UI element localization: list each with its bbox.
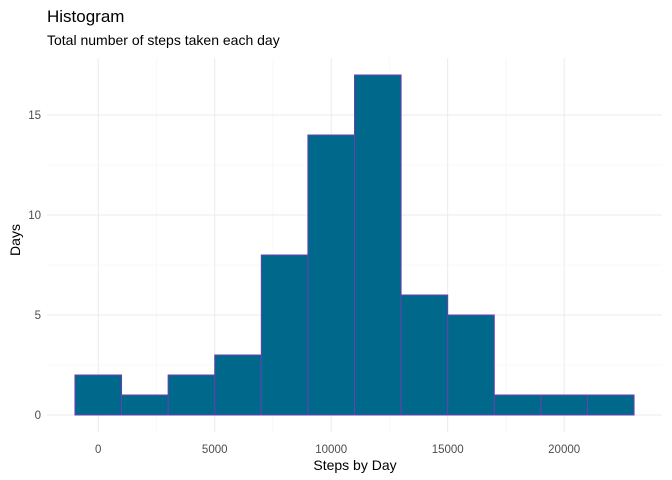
x-tick-label: 20000 [548, 444, 580, 456]
y-tick-label: 10 [28, 210, 41, 222]
x-tick-label: 15000 [432, 444, 464, 456]
histogram-bar [260, 254, 309, 416]
histogram-bar [214, 354, 262, 416]
histogram-bar [121, 394, 169, 416]
x-tick-label: 0 [95, 444, 101, 456]
histogram-bar [167, 374, 216, 416]
histogram-bars [74, 74, 635, 416]
x-tick-label: 10000 [315, 444, 347, 456]
histogram-bar [400, 294, 449, 416]
x-tick-label: 5000 [202, 444, 228, 456]
y-tick-label: 5 [35, 310, 41, 322]
chart-title: Histogram [47, 7, 124, 26]
histogram-bar [354, 74, 402, 416]
y-axis-label: Days [7, 224, 23, 256]
histogram-bar [74, 374, 123, 416]
histogram-bar [586, 394, 635, 416]
x-axis-ticks: 0 5000 10000 15000 20000 [95, 444, 580, 456]
y-tick-label: 0 [35, 410, 41, 422]
x-axis-label: Steps by Day [313, 457, 396, 473]
histogram-bar [307, 134, 355, 416]
histogram-bar [447, 314, 495, 416]
histogram-bar [540, 394, 588, 416]
chart-subtitle: Total number of steps taken each day [47, 32, 280, 48]
y-tick-label: 15 [28, 110, 41, 122]
histogram-bar [493, 394, 542, 416]
y-axis-ticks: 0 5 10 15 [28, 110, 41, 422]
